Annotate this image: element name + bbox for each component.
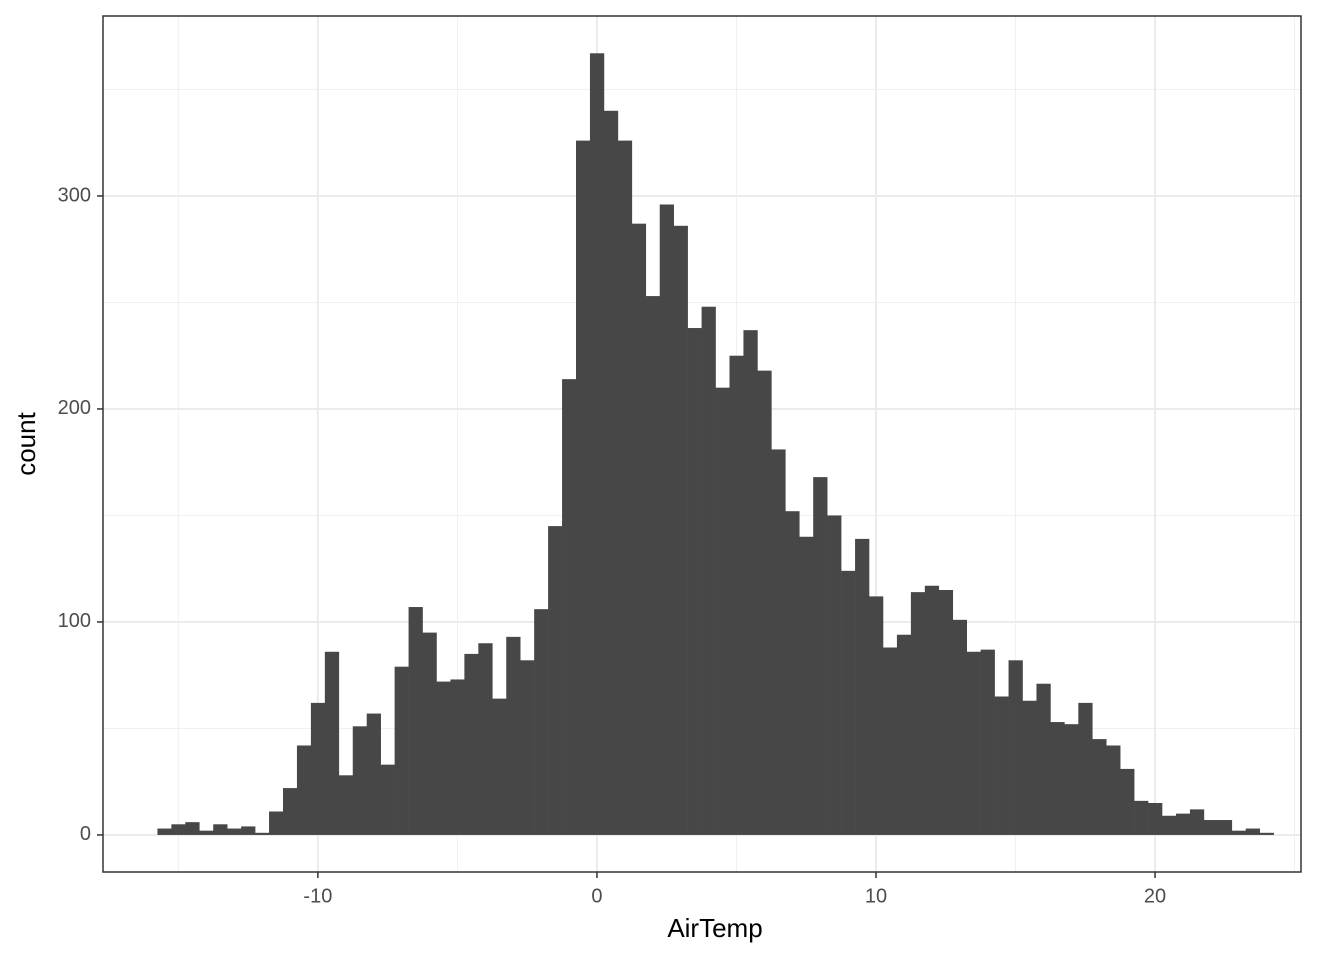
bar bbox=[910, 592, 926, 835]
bar bbox=[171, 824, 186, 835]
bar bbox=[269, 811, 284, 835]
bar bbox=[534, 609, 549, 835]
bar bbox=[1050, 722, 1065, 835]
bar bbox=[729, 355, 744, 835]
bar bbox=[1259, 832, 1274, 835]
bar bbox=[310, 702, 326, 835]
bar bbox=[520, 660, 535, 835]
bar bbox=[1078, 702, 1093, 835]
bar bbox=[478, 643, 493, 835]
bar bbox=[673, 225, 688, 835]
bar bbox=[1162, 815, 1177, 835]
bar bbox=[408, 607, 423, 835]
bar bbox=[464, 653, 479, 835]
bar bbox=[1092, 739, 1107, 835]
bar bbox=[855, 538, 870, 835]
bar bbox=[380, 764, 395, 835]
bar bbox=[492, 698, 507, 835]
bar bbox=[1008, 660, 1023, 835]
panel-border bbox=[102, 15, 1302, 873]
bar bbox=[687, 328, 702, 835]
bar bbox=[185, 822, 200, 835]
bar bbox=[952, 619, 967, 835]
bar bbox=[841, 570, 856, 835]
bar bbox=[603, 110, 619, 835]
y-tick-label: 200 bbox=[58, 397, 91, 419]
bar bbox=[966, 651, 981, 835]
x-tick-label: 10 bbox=[865, 885, 887, 907]
bar bbox=[924, 585, 940, 835]
bar bbox=[659, 204, 674, 835]
bar bbox=[296, 745, 312, 835]
bar bbox=[255, 832, 270, 835]
bar bbox=[882, 647, 898, 835]
x-tick-label: 20 bbox=[1144, 885, 1166, 907]
bar bbox=[617, 140, 633, 835]
bar bbox=[324, 651, 340, 835]
bar bbox=[1148, 802, 1163, 835]
bar bbox=[631, 223, 647, 835]
bar bbox=[799, 536, 814, 835]
bar bbox=[938, 590, 954, 835]
bar bbox=[869, 596, 884, 835]
bar bbox=[366, 713, 381, 835]
bar bbox=[282, 788, 298, 835]
bar bbox=[980, 649, 995, 835]
bar bbox=[827, 515, 842, 835]
bar bbox=[1064, 724, 1079, 835]
bar bbox=[771, 449, 786, 835]
x-axis-title: AirTemp bbox=[667, 913, 762, 943]
bar bbox=[562, 379, 577, 835]
bar bbox=[1134, 800, 1149, 835]
bar bbox=[1175, 813, 1191, 835]
bar bbox=[157, 828, 172, 835]
bar bbox=[227, 828, 242, 835]
bar bbox=[994, 696, 1009, 835]
bar bbox=[589, 53, 605, 835]
bar bbox=[813, 477, 828, 835]
y-tick-label: 100 bbox=[58, 610, 91, 632]
bar bbox=[422, 632, 437, 835]
bar bbox=[896, 634, 912, 835]
bar bbox=[548, 526, 563, 835]
bar bbox=[757, 370, 772, 835]
bar bbox=[1245, 828, 1260, 835]
bar bbox=[394, 666, 409, 835]
bar bbox=[645, 296, 661, 835]
bar bbox=[199, 830, 214, 835]
bar bbox=[1231, 830, 1247, 835]
bar bbox=[1106, 745, 1121, 835]
bar bbox=[743, 330, 758, 835]
bar bbox=[506, 636, 521, 835]
x-tick-label: -10 bbox=[303, 885, 332, 907]
y-tick-label: 300 bbox=[58, 184, 91, 206]
bar bbox=[701, 306, 716, 835]
bar bbox=[1203, 820, 1219, 835]
bar bbox=[338, 775, 354, 835]
bar bbox=[715, 387, 730, 835]
bar bbox=[1217, 820, 1233, 835]
y-axis-title: count bbox=[11, 411, 41, 475]
bar bbox=[576, 140, 591, 835]
bar bbox=[1022, 700, 1037, 835]
bar bbox=[1120, 768, 1135, 835]
bar bbox=[241, 826, 256, 835]
bar bbox=[785, 511, 800, 835]
bar bbox=[352, 726, 368, 835]
bar bbox=[436, 681, 451, 835]
bar bbox=[1189, 809, 1205, 835]
bar bbox=[213, 824, 228, 835]
bar bbox=[450, 679, 465, 835]
x-tick-label: 0 bbox=[591, 885, 602, 907]
y-tick-label: 0 bbox=[80, 823, 91, 845]
bar bbox=[1036, 683, 1051, 835]
